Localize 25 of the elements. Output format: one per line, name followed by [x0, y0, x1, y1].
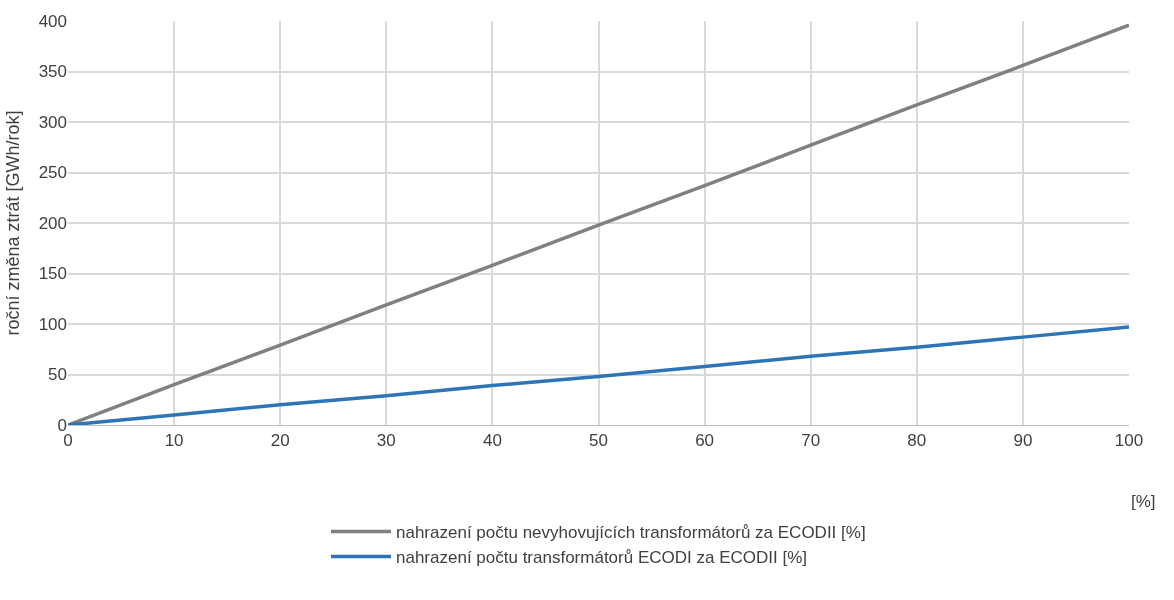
x-tick-label: 20	[270, 431, 290, 451]
x-tick-label: 80	[907, 431, 927, 451]
y-tick-label: 50	[48, 365, 67, 385]
legend-label: nahrazení počtu transformátorů ECODI za ECODII [%]	[396, 548, 807, 568]
x-tick-label: 10	[164, 431, 184, 451]
x-tick-label: 90	[1013, 431, 1033, 451]
x-tick-label: 50	[589, 431, 608, 451]
y-tick-label: 400	[38, 11, 67, 31]
x-tick-label: 100	[1114, 431, 1144, 451]
y-tick-label: 250	[38, 163, 67, 183]
x-tick-label: 40	[482, 431, 502, 451]
y-tick-label: 300	[38, 112, 67, 132]
x-tick-label: 70	[801, 431, 821, 451]
line-series	[68, 23, 1129, 425]
x-tick-label: 60	[695, 431, 715, 451]
y-tick-label: 200	[38, 213, 67, 233]
x-axis-title: [%]	[1131, 492, 1156, 511]
y-tick-label: 150	[38, 264, 67, 284]
x-tick-label: 30	[376, 431, 396, 451]
y-tick-label: 100	[38, 314, 67, 334]
legend-label: nahrazení počtu nevyhovujících transformátorů za ECODII [%]	[396, 523, 866, 543]
y-axis-title: roční změna ztrát [GWh/rok]	[2, 110, 23, 336]
line-series	[68, 325, 1129, 425]
y-tick-label: 0	[57, 415, 67, 435]
y-tick-label: 350	[38, 62, 67, 82]
